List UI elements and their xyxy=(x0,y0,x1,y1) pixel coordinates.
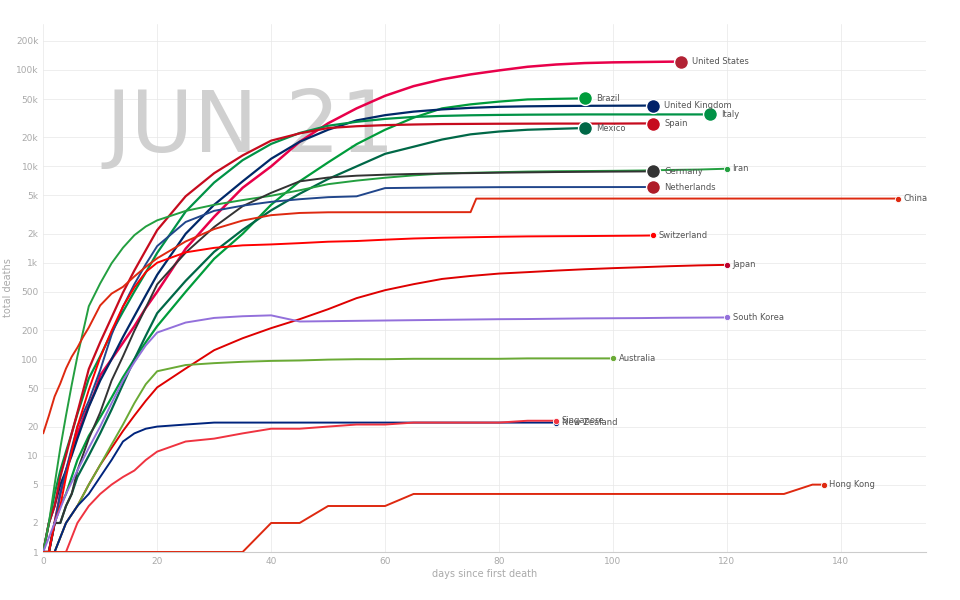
Text: Brazil: Brazil xyxy=(595,94,619,103)
Text: Mexico: Mexico xyxy=(595,124,625,133)
Text: Spain: Spain xyxy=(664,119,687,128)
Text: Hong Kong: Hong Kong xyxy=(829,480,876,489)
Text: United Kingdom: United Kingdom xyxy=(664,101,732,110)
Text: JUN 21: JUN 21 xyxy=(105,88,395,170)
Text: Netherlands: Netherlands xyxy=(664,182,715,191)
Text: Singapore: Singapore xyxy=(562,416,604,425)
Text: Switzerland: Switzerland xyxy=(659,231,708,240)
Text: Iran: Iran xyxy=(732,164,749,173)
X-axis label: days since first death: days since first death xyxy=(432,569,538,578)
Y-axis label: total deaths: total deaths xyxy=(3,259,13,317)
Text: Italy: Italy xyxy=(721,110,739,119)
Text: Australia: Australia xyxy=(618,354,656,363)
Text: South Korea: South Korea xyxy=(732,313,783,322)
Text: New Zealand: New Zealand xyxy=(562,418,617,427)
Text: United States: United States xyxy=(692,57,750,66)
Text: Japan: Japan xyxy=(732,260,756,269)
Text: Germany: Germany xyxy=(664,167,703,176)
Text: China: China xyxy=(903,194,927,203)
